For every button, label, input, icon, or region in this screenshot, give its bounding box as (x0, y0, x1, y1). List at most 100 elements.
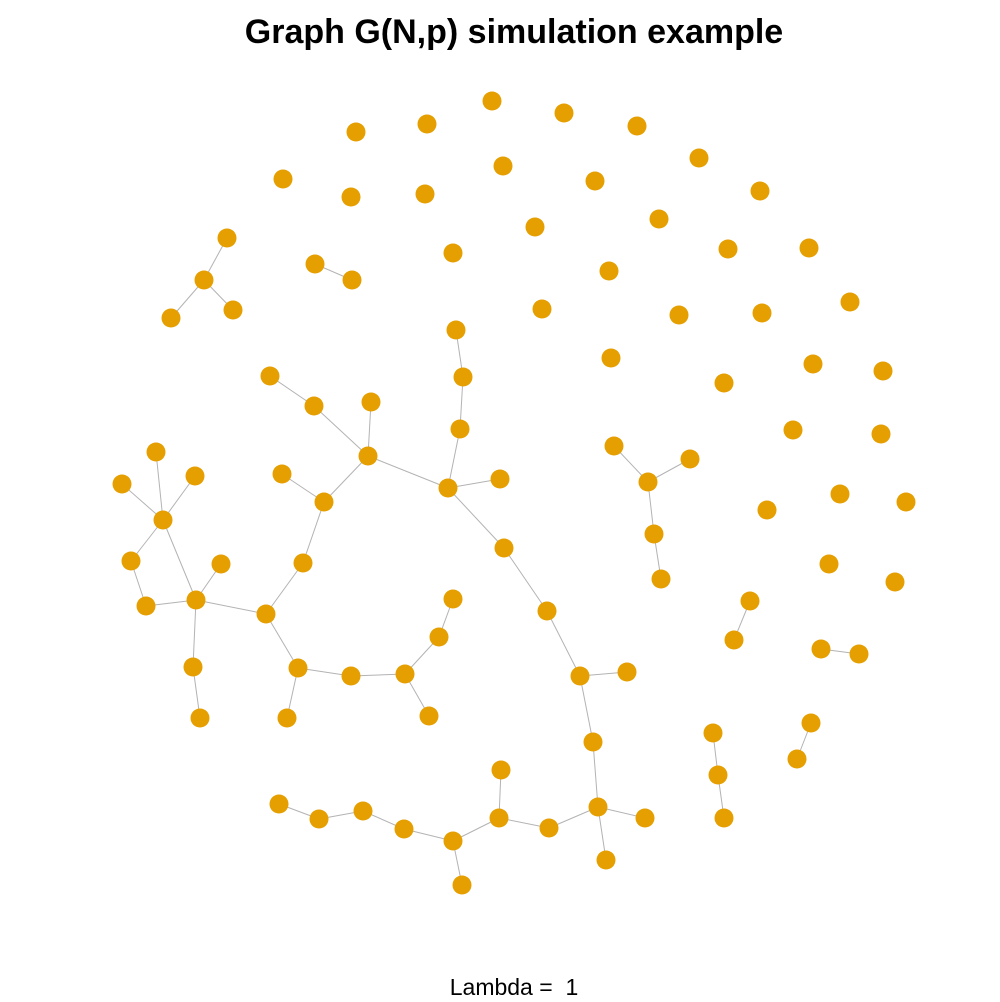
graph-node (873, 361, 893, 381)
graph-node (896, 492, 916, 512)
graph-node (443, 589, 463, 609)
graph-node (304, 396, 324, 416)
graph-node (419, 706, 439, 726)
graph-edge (367, 455, 449, 489)
graph-node (799, 238, 819, 258)
graph-node (256, 604, 276, 624)
graph-node (121, 551, 141, 571)
graph-node (305, 254, 325, 274)
graph-node (604, 436, 624, 456)
graph-node (341, 666, 361, 686)
graph-node (353, 801, 373, 821)
graph-node (819, 554, 839, 574)
graph-node (724, 630, 744, 650)
graph-node (438, 478, 458, 498)
graph-node (394, 819, 414, 839)
graph-node (346, 122, 366, 142)
graph-edge (265, 562, 304, 615)
graph-node (453, 367, 473, 387)
graph-node (217, 228, 237, 248)
graph-edge (302, 501, 325, 564)
graph-edge (313, 405, 369, 457)
graph-edge (265, 613, 299, 669)
nodes (112, 91, 916, 895)
graph-node (714, 373, 734, 393)
lambda-label: Lambda = 1 (449, 974, 579, 1000)
graph-node (840, 292, 860, 312)
graph-node (750, 181, 770, 201)
graph-node (649, 209, 669, 229)
graph-node (638, 472, 658, 492)
graph-node (112, 474, 132, 494)
graph-node (599, 261, 619, 281)
graph-node (272, 464, 292, 484)
graph-node (494, 538, 514, 558)
graph-node (651, 569, 671, 589)
graph-node (194, 270, 214, 290)
graph-node (596, 850, 616, 870)
graph-edge (155, 451, 164, 521)
graph-node (415, 184, 435, 204)
graph-node (342, 270, 362, 290)
graph-node (211, 554, 231, 574)
graph-node (708, 765, 728, 785)
graph-node (627, 116, 647, 136)
graph-node (185, 466, 205, 486)
graph-node (583, 732, 603, 752)
graph-node (617, 662, 637, 682)
graph-node (395, 664, 415, 684)
graph-node (783, 420, 803, 440)
graph-node (417, 114, 437, 134)
graph-edge (447, 487, 505, 549)
graph-node (450, 419, 470, 439)
graph-edge (162, 519, 197, 601)
chart-title: Graph G(N,p) simulation example (244, 13, 784, 51)
graph-node (309, 809, 329, 829)
graph-node (537, 601, 557, 621)
graph-node (493, 156, 513, 176)
graph-node (223, 300, 243, 320)
graph-node (554, 103, 574, 123)
graph-node (190, 708, 210, 728)
graph-node (803, 354, 823, 374)
graph-edge (192, 599, 197, 668)
graph-node (186, 590, 206, 610)
graph-node (849, 644, 869, 664)
graph-edge (546, 610, 581, 677)
graph-edge (503, 547, 548, 612)
graph-node (585, 171, 605, 191)
graph-node (871, 424, 891, 444)
graph-node (429, 627, 449, 647)
graph-node (539, 818, 559, 838)
graph-node (482, 91, 502, 111)
graph-node (752, 303, 772, 323)
graph-node (885, 572, 905, 592)
graph-node (341, 187, 361, 207)
graph-node (703, 723, 723, 743)
graph-edge (447, 428, 461, 489)
graph-node (491, 760, 511, 780)
graph-node (293, 553, 313, 573)
graph-node (740, 591, 760, 611)
graph-node (532, 299, 552, 319)
graph-node (635, 808, 655, 828)
graph-node (443, 243, 463, 263)
graph-node (811, 639, 831, 659)
graph-node (489, 808, 509, 828)
graph-node (669, 305, 689, 325)
graph-node (136, 596, 156, 616)
graph-node (146, 442, 166, 462)
graph-node (757, 500, 777, 520)
graph-node (680, 449, 700, 469)
graph-node (273, 169, 293, 189)
graph-node (718, 239, 738, 259)
graph-node (361, 392, 381, 412)
graph-node (588, 797, 608, 817)
graph-node (452, 875, 472, 895)
graph-edge (195, 599, 267, 615)
graph-node (269, 794, 289, 814)
graph-edge (579, 675, 594, 743)
graph-node (801, 713, 821, 733)
graph-node (277, 708, 297, 728)
